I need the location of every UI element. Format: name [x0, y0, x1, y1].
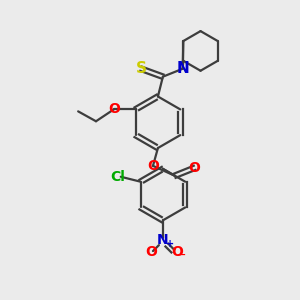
Text: O: O	[108, 102, 120, 116]
Text: O: O	[147, 159, 159, 173]
Text: O: O	[171, 245, 183, 259]
Text: O: O	[189, 161, 200, 175]
Text: Cl: Cl	[110, 170, 125, 184]
Text: N: N	[157, 233, 169, 247]
Text: −: −	[177, 250, 186, 260]
Text: +: +	[166, 239, 174, 249]
Text: N: N	[176, 61, 189, 76]
Text: S: S	[136, 61, 147, 76]
Text: O: O	[145, 245, 157, 259]
